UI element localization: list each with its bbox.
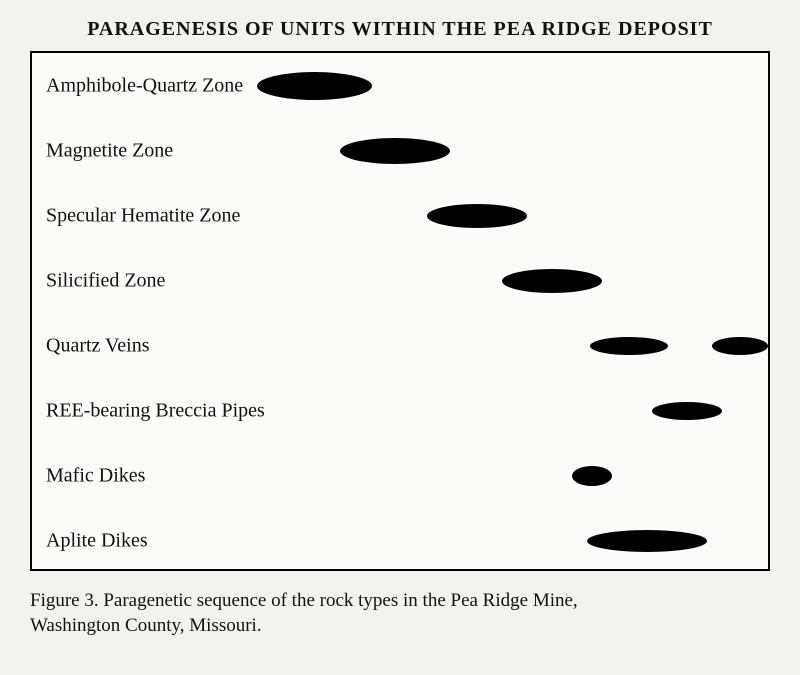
- row-label: Quartz Veins: [46, 334, 150, 357]
- chart-title: PARAGENESIS OF UNITS WITHIN THE PEA RIDG…: [30, 18, 770, 41]
- chart-row: Aplite Dikes: [32, 508, 768, 573]
- chart-row: Magnetite Zone: [32, 118, 768, 183]
- caption-line-2: Washington County, Missouri.: [30, 615, 262, 636]
- figure-caption: Figure 3. Paragenetic sequence of the ro…: [30, 589, 730, 638]
- timeline-marker: [257, 72, 372, 100]
- row-label: Mafic Dikes: [46, 464, 145, 487]
- row-label: REE-bearing Breccia Pipes: [46, 399, 265, 422]
- timeline-marker: [587, 530, 707, 552]
- row-label: Amphibole-Quartz Zone: [46, 74, 243, 97]
- chart-row: REE-bearing Breccia Pipes: [32, 378, 768, 443]
- caption-line-1: Figure 3. Paragenetic sequence of the ro…: [30, 590, 578, 611]
- chart-row: Mafic Dikes: [32, 443, 768, 508]
- timeline-marker: [652, 402, 722, 420]
- page: PARAGENESIS OF UNITS WITHIN THE PEA RIDG…: [0, 0, 800, 675]
- chart-row: Quartz Veins: [32, 313, 768, 378]
- chart-row: Specular Hematite Zone: [32, 183, 768, 248]
- timeline-marker: [572, 466, 612, 486]
- row-label: Magnetite Zone: [46, 139, 173, 162]
- row-label: Aplite Dikes: [46, 529, 148, 552]
- row-label: Silicified Zone: [46, 269, 165, 292]
- chart-row: Silicified Zone: [32, 248, 768, 313]
- row-label: Specular Hematite Zone: [46, 204, 240, 227]
- paragenesis-chart: Amphibole-Quartz Zone Magnetite Zone Specu…: [30, 51, 770, 571]
- chart-row: Amphibole-Quartz Zone: [32, 53, 768, 118]
- timeline-marker: [502, 269, 602, 293]
- timeline-marker: [590, 337, 668, 355]
- timeline-marker: [340, 138, 450, 164]
- timeline-marker: [712, 337, 768, 355]
- timeline-marker: [427, 204, 527, 228]
